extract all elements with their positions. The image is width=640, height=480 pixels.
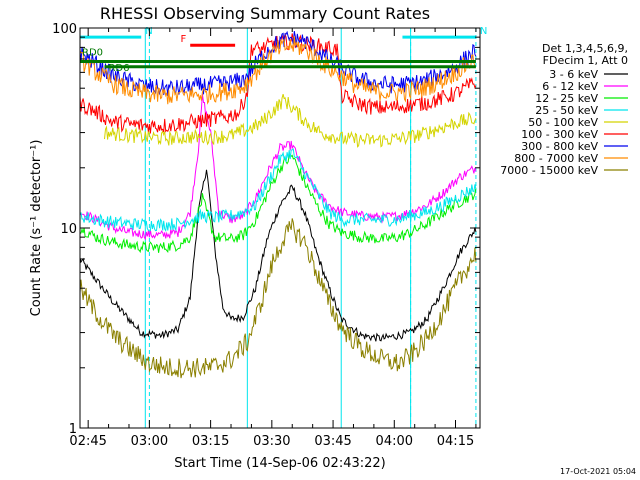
series-layer: [80, 30, 477, 379]
x-axis-label: Start Time (14-Sep-06 02:43:22): [174, 456, 385, 471]
series-line-6: [80, 30, 477, 96]
series-line-7: [80, 36, 477, 105]
flag-label-2: F: [180, 34, 186, 45]
y-tick-label-0: 1: [69, 422, 77, 437]
y-tick-label-1: 10: [60, 222, 77, 237]
legend: Det 1,3,4,5,6,9,FDecim 1, Att 03 - 6 keV…: [500, 42, 628, 177]
flag-layer: NNFRD0RD6: [80, 26, 487, 74]
series-line-8: [80, 218, 477, 379]
legend-header-0: Det 1,3,4,5,6,9,: [542, 42, 628, 55]
legend-label-2: 12 - 25 keV: [535, 92, 598, 105]
series-line-0: [80, 169, 477, 342]
flag-label-1: N: [480, 26, 487, 37]
series-line-5: [80, 32, 477, 134]
legend-header-1: FDecim 1, Att 0: [543, 54, 628, 67]
legend-label-5: 100 - 300 keV: [521, 128, 598, 141]
series-line-4: [104, 93, 477, 148]
x-tick-label-1: 03:00: [131, 434, 168, 449]
legend-label-7: 800 - 7000 keV: [514, 152, 598, 165]
legend-label-3: 25 - 50 keV: [535, 104, 598, 117]
flag-label-3: RD0: [82, 47, 103, 58]
x-tick-label-6: 04:15: [437, 434, 474, 449]
legend-label-4: 50 - 100 keV: [528, 116, 598, 129]
series-line-3: [80, 148, 477, 233]
legend-label-0: 3 - 6 keV: [549, 68, 598, 81]
chart-title: RHESSI Observing Summary Count Rates: [100, 4, 430, 23]
timestamp: 17-Oct-2021 05:04: [560, 467, 636, 476]
flag-label-4: RD6: [108, 63, 129, 74]
series-line-2: [80, 153, 477, 254]
axes: 02:45 03:00 03:15 03:30 03:45 04:00 04:15 1 10 10…: [52, 22, 480, 449]
legend-label-8: 7000 - 15000 keV: [500, 164, 598, 177]
legend-label-1: 6 - 12 keV: [542, 80, 598, 93]
y-tick-label-2: 100: [52, 22, 77, 37]
x-tick-label-3: 03:30: [253, 434, 290, 449]
x-tick-label-5: 04:00: [376, 434, 413, 449]
legend-label-6: 300 - 800 keV: [521, 140, 598, 153]
x-tick-label-2: 03:15: [192, 434, 229, 449]
x-tick-label-0: 02:45: [69, 434, 106, 449]
y-axis-label: Count Rate (s⁻¹ detector⁻¹): [29, 140, 44, 317]
x-tick-label-4: 03:45: [314, 434, 351, 449]
